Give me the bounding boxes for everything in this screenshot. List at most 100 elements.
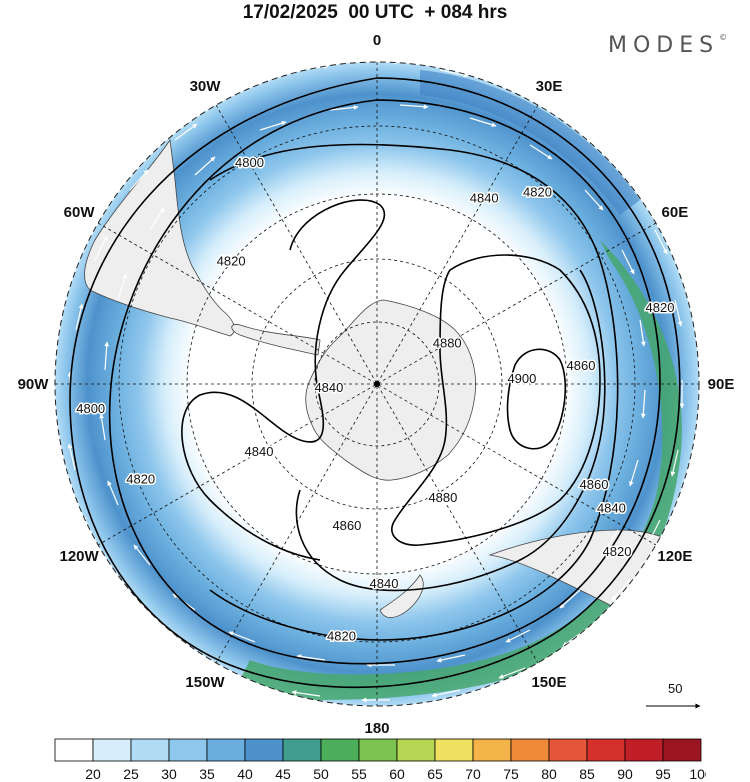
wind-vector xyxy=(67,443,76,471)
contour-label: 4840 xyxy=(245,444,274,459)
colorbar-tick-label: 40 xyxy=(237,766,253,782)
wind-vector xyxy=(640,389,646,419)
map-title: 17/02/2025 00 UTC + 084 hrs xyxy=(242,2,508,23)
wind-vector xyxy=(647,519,661,545)
colorbar-box xyxy=(320,738,360,762)
wind-vector xyxy=(99,413,106,441)
meridian xyxy=(97,222,657,546)
longitude-label: 0 xyxy=(373,32,381,49)
contour-4860 xyxy=(295,269,606,592)
colorbar-box xyxy=(510,738,550,762)
colorbar-tick-label: 75 xyxy=(503,766,519,782)
colorbar-box xyxy=(434,738,474,762)
meridian xyxy=(215,104,539,664)
contour-label: 4840 xyxy=(470,190,499,205)
contour-label: 4820 xyxy=(327,628,356,643)
contour-label: 4880 xyxy=(433,336,462,351)
longitude-label: 30E xyxy=(536,78,563,95)
wind-vector xyxy=(436,654,466,663)
colorbar-box xyxy=(586,738,626,762)
reference-vector-label: 50 xyxy=(668,681,682,696)
colorbar-tick-label: 25 xyxy=(123,766,139,782)
colorbar-tick-label: 60 xyxy=(389,766,405,782)
wind-vector xyxy=(603,529,619,553)
wind-vector xyxy=(104,341,110,371)
wind-vector xyxy=(399,104,429,110)
colorbar-box xyxy=(358,738,398,762)
colorbar-tick-label: 45 xyxy=(275,766,291,782)
wind-vector xyxy=(439,69,469,78)
polar-map: 0 30E 60E 90E 120E 150E 180 150W 120W 90W 60W 30W 4… xyxy=(18,32,735,735)
contour-4800-outer xyxy=(69,77,681,689)
longitude-label: 90E xyxy=(708,376,735,393)
colorbar-box xyxy=(130,738,170,762)
wind-vector xyxy=(670,449,679,477)
longitude-labels: 0 30E 60E 90E 120E 150E 180 150W 120W 90W 60W 30W xyxy=(18,32,735,735)
contour-4880 xyxy=(391,254,601,546)
contour-label: 4800 xyxy=(235,155,264,170)
longitude-label: 120W xyxy=(60,548,100,565)
wind-vector xyxy=(584,189,604,211)
colorbar: 20 25 30 35 40 45 50 55 60 65 70 75 80 85 90 95 100 xyxy=(54,738,706,782)
meridian xyxy=(215,104,539,664)
wind-vector xyxy=(654,229,668,255)
colorbar-box xyxy=(662,738,702,762)
colorbar-tick-label: 30 xyxy=(161,766,177,782)
contour-label: 4840 xyxy=(314,380,343,395)
longitude-label: 60W xyxy=(64,204,96,221)
colorbar-tick-label: 80 xyxy=(541,766,557,782)
wind-vector xyxy=(628,459,639,487)
land-new-zealand xyxy=(379,574,424,618)
contour-label: 4800 xyxy=(76,401,105,416)
contour-label: 4820 xyxy=(126,472,155,487)
colorbar-tick-label: 55 xyxy=(351,766,367,782)
height-contours xyxy=(69,77,681,689)
wind-vector xyxy=(559,589,581,609)
wind-vector xyxy=(529,144,553,160)
wind-vector xyxy=(174,123,198,141)
colorbar-tick-label: 95 xyxy=(655,766,671,782)
longitude-label: 60E xyxy=(662,204,689,221)
contour-label: 4860 xyxy=(580,477,609,492)
wind-vector xyxy=(296,654,326,661)
colorbar-box xyxy=(396,738,436,762)
latitude-circle xyxy=(118,125,636,643)
wind-vector xyxy=(149,207,165,231)
contour-4820 xyxy=(108,99,661,665)
longitude-label: 120E xyxy=(657,548,692,565)
wind-vector xyxy=(129,169,149,191)
wind-vector xyxy=(674,299,683,327)
colorbar-tick-label: 100 xyxy=(689,766,706,782)
wind-vector xyxy=(498,667,526,679)
contour-label: 4820 xyxy=(646,300,675,315)
meridian xyxy=(97,222,657,546)
colorbar-tick-label: 35 xyxy=(199,766,215,782)
contour-label: 4860 xyxy=(567,358,596,373)
contour-label: 4820 xyxy=(217,254,246,269)
longitude-label: 180 xyxy=(364,720,389,735)
land-peninsula xyxy=(231,323,321,356)
map-disc xyxy=(55,62,699,706)
contour-label: 4820 xyxy=(523,185,552,200)
colorbar-box xyxy=(624,738,664,762)
colorbar-box xyxy=(244,738,284,762)
longitude-label: 30W xyxy=(190,78,222,95)
reference-vector: 50 xyxy=(646,681,701,709)
wind-vector xyxy=(505,629,531,643)
wind-vector xyxy=(94,235,108,261)
wind-vector xyxy=(611,579,631,601)
contour-label: 4840 xyxy=(597,501,626,516)
colorbar-boxes xyxy=(54,738,702,762)
colorbar-box xyxy=(548,738,588,762)
wind-vector xyxy=(228,631,256,643)
jet-core-blue xyxy=(420,70,640,215)
longitude-label: 90W xyxy=(18,376,50,393)
colorbar-box xyxy=(54,738,94,762)
wind-vector xyxy=(329,105,359,111)
wind-vector xyxy=(639,319,646,347)
contour-4900 xyxy=(506,348,567,450)
contour-label: 4880 xyxy=(428,490,457,505)
colorbar-box xyxy=(472,738,512,762)
colorbar-tick-label: 85 xyxy=(579,766,595,782)
colorbar-box xyxy=(282,738,322,762)
